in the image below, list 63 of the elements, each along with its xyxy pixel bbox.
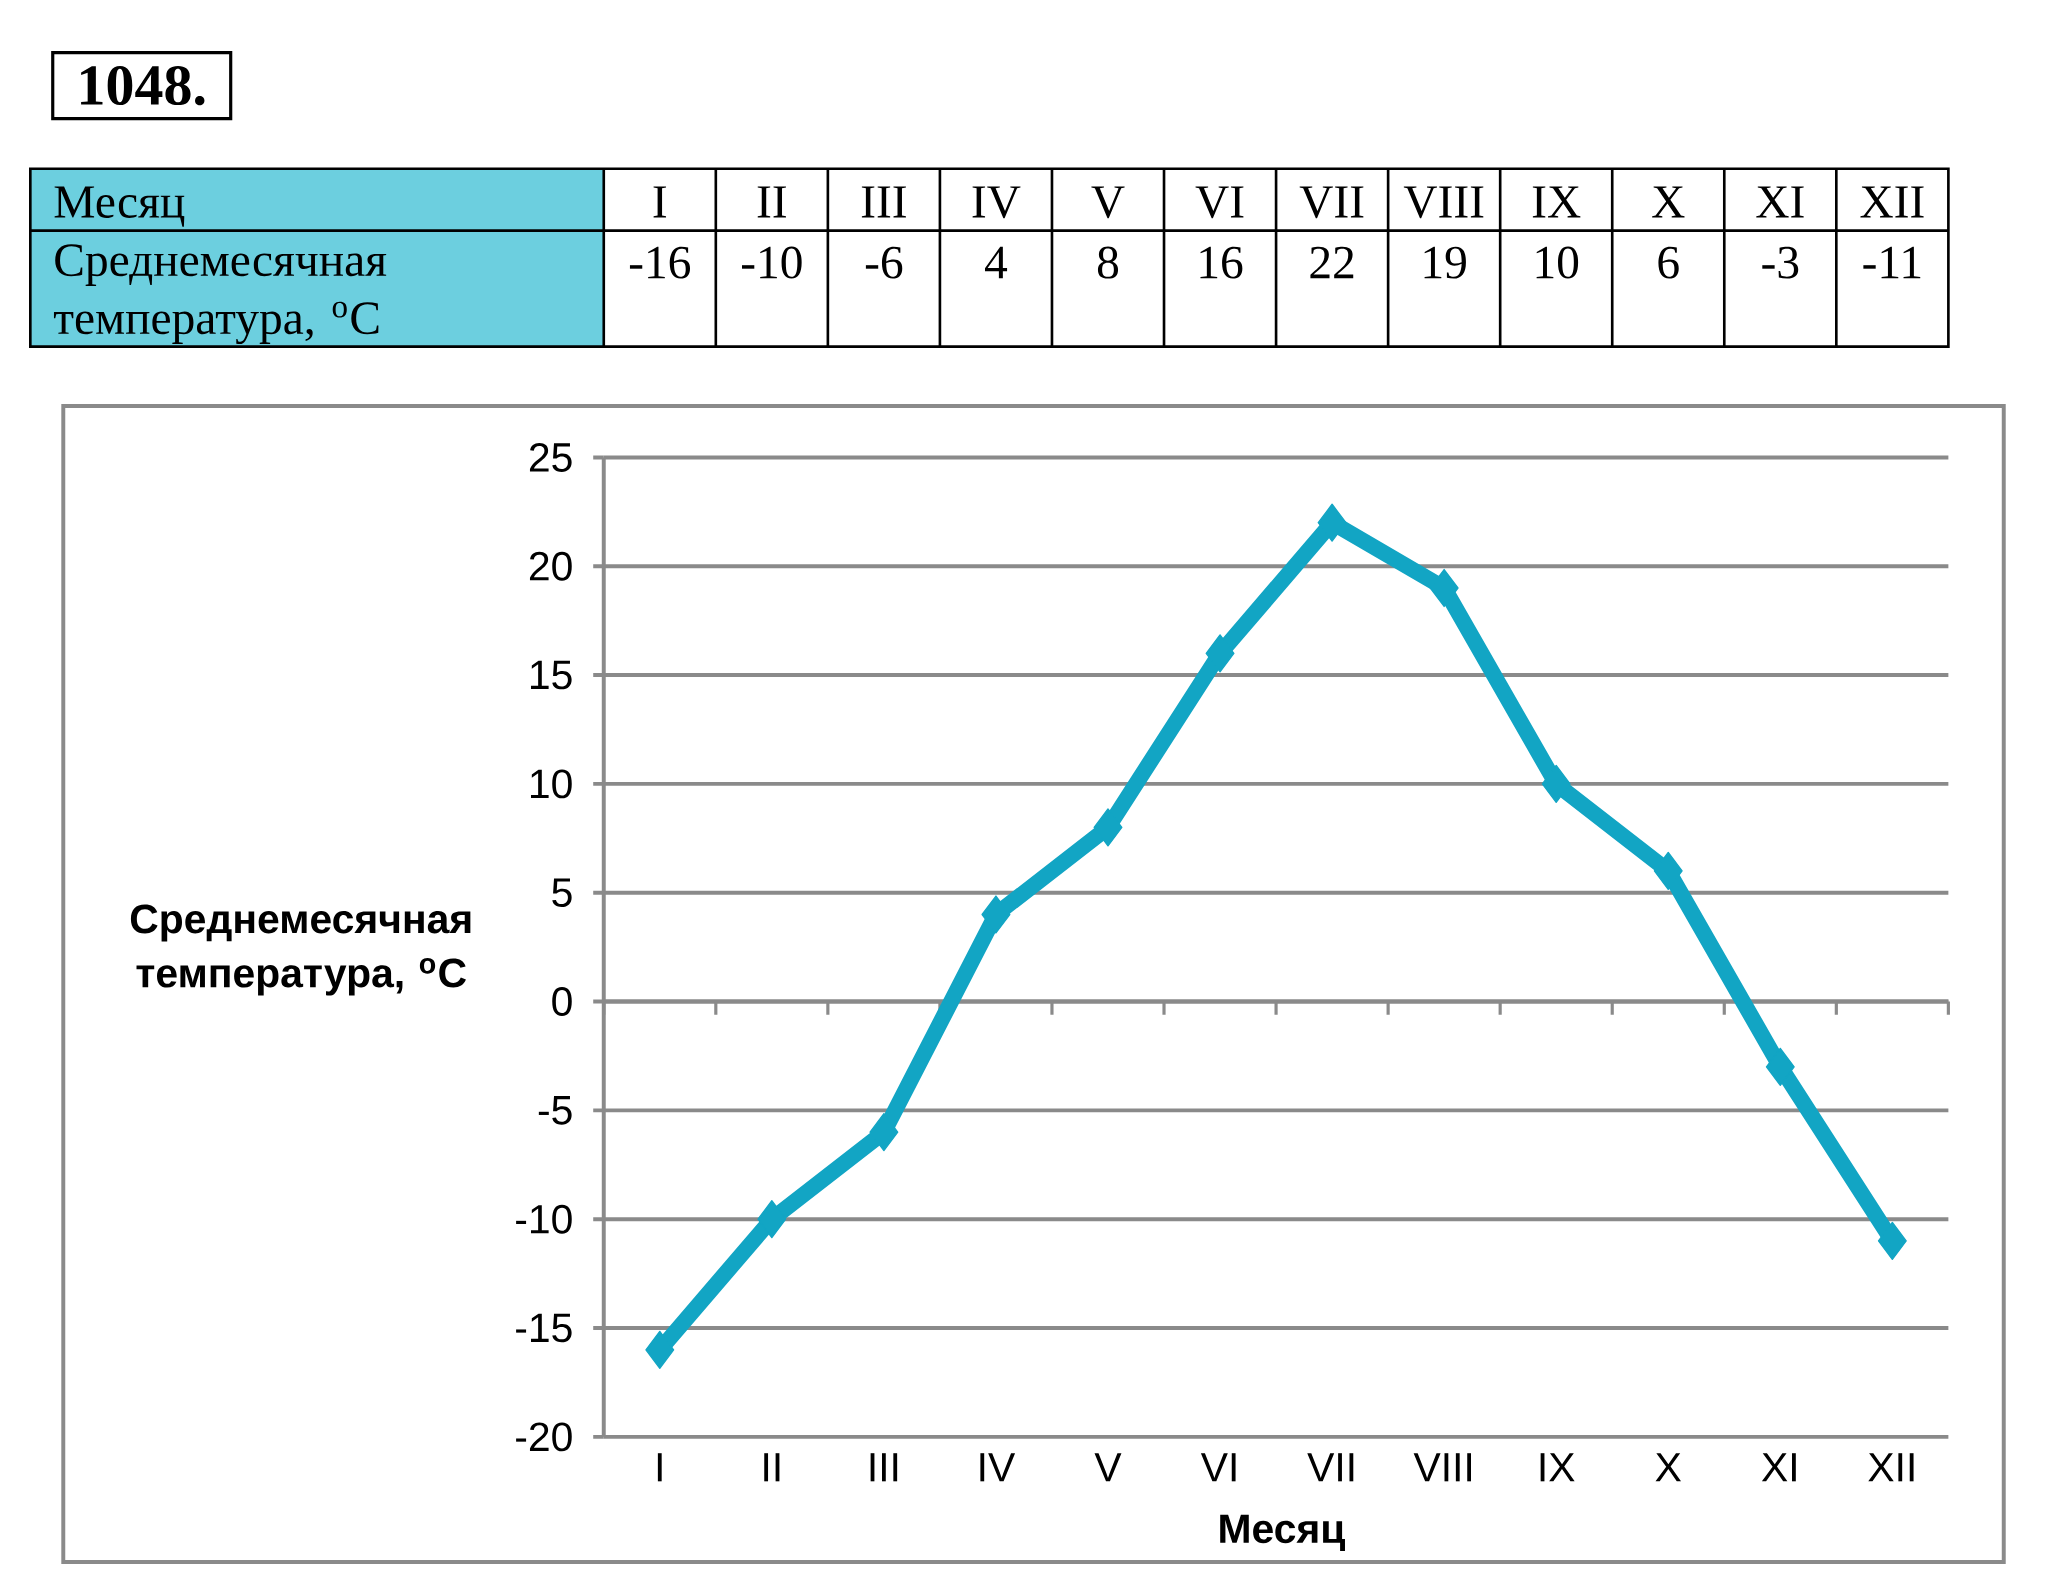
point: [981, 895, 1011, 934]
category-label: V: [1091, 186, 1125, 219]
data-label: -11: [1863, 247, 1921, 279]
point: [1429, 569, 1459, 608]
x-tick-label: XI: [1761, 1453, 1796, 1482]
category-label: VI: [1195, 186, 1244, 219]
x-tick-label: V: [1094, 1453, 1122, 1482]
y-tick-label: -15: [516, 1314, 572, 1343]
y-tick-label: 20: [529, 552, 572, 581]
point: [869, 1113, 899, 1152]
y-tick-label: 15: [531, 661, 572, 690]
y-tick-label: -20: [516, 1422, 572, 1452]
point: [757, 1200, 787, 1239]
x-tick-label: VII: [1307, 1453, 1354, 1482]
chart-title: 1048.: [81, 66, 205, 106]
category-label: IX: [1532, 186, 1581, 218]
category-label: IV: [972, 186, 1021, 219]
y-tick-label: -5: [538, 1096, 572, 1125]
x-tick-label: II: [764, 1453, 780, 1482]
data-label: 6: [1658, 246, 1679, 279]
text: Среднемесячная температура, $^{o}$C: [53, 244, 387, 345]
y-tick-label: 0: [552, 987, 572, 1017]
category-label: VII: [1299, 186, 1364, 219]
y-tick-label: 25: [529, 443, 572, 473]
x-tick-label: VIII: [1413, 1453, 1472, 1482]
x-tick-label: I: [657, 1453, 662, 1482]
category-label: II: [757, 186, 786, 218]
text: Месяц: [54, 186, 185, 227]
x-tick-label: XII: [1868, 1453, 1914, 1482]
x-tick-label: III: [870, 1453, 898, 1482]
point: [1093, 808, 1123, 847]
x-tick-label: VI: [1200, 1453, 1236, 1482]
point: [645, 1330, 675, 1370]
point: [1877, 1222, 1907, 1261]
x-axis-title: Месяц: [1220, 1514, 1345, 1552]
data-label: -10: [741, 246, 802, 279]
data-label: 16: [1200, 246, 1243, 279]
data-label: -16: [629, 246, 691, 279]
point: [1653, 852, 1683, 891]
data-label: -3: [1762, 246, 1799, 279]
category-label: XII: [1860, 186, 1924, 218]
point: [1765, 1047, 1795, 1087]
y-tick-label: 5: [552, 878, 572, 908]
data-label: -6: [865, 246, 903, 279]
x-tick-label: IX: [1540, 1453, 1575, 1482]
category-label: VIII: [1403, 186, 1484, 219]
point: [1317, 503, 1347, 543]
y-tick-label: -10: [516, 1204, 572, 1234]
data-label: 22: [1310, 246, 1354, 279]
category-label: I: [653, 186, 667, 218]
category-label: XI: [1756, 186, 1804, 218]
y-axis-title: Среднемесячная температура, $^{o}$C: [130, 904, 471, 996]
x-tick-label: X: [1655, 1453, 1681, 1482]
category-label: III: [861, 186, 906, 218]
x-tick-label: IV: [980, 1453, 1016, 1482]
data-label: 4: [984, 247, 1008, 279]
category-label: X: [1652, 186, 1685, 218]
point: [1541, 765, 1571, 804]
data-label: 10: [1536, 246, 1579, 279]
data-label: 8: [1097, 246, 1119, 279]
data-label: 19: [1424, 246, 1466, 279]
y-tick-label: 10: [531, 769, 572, 799]
point: [1205, 634, 1235, 673]
